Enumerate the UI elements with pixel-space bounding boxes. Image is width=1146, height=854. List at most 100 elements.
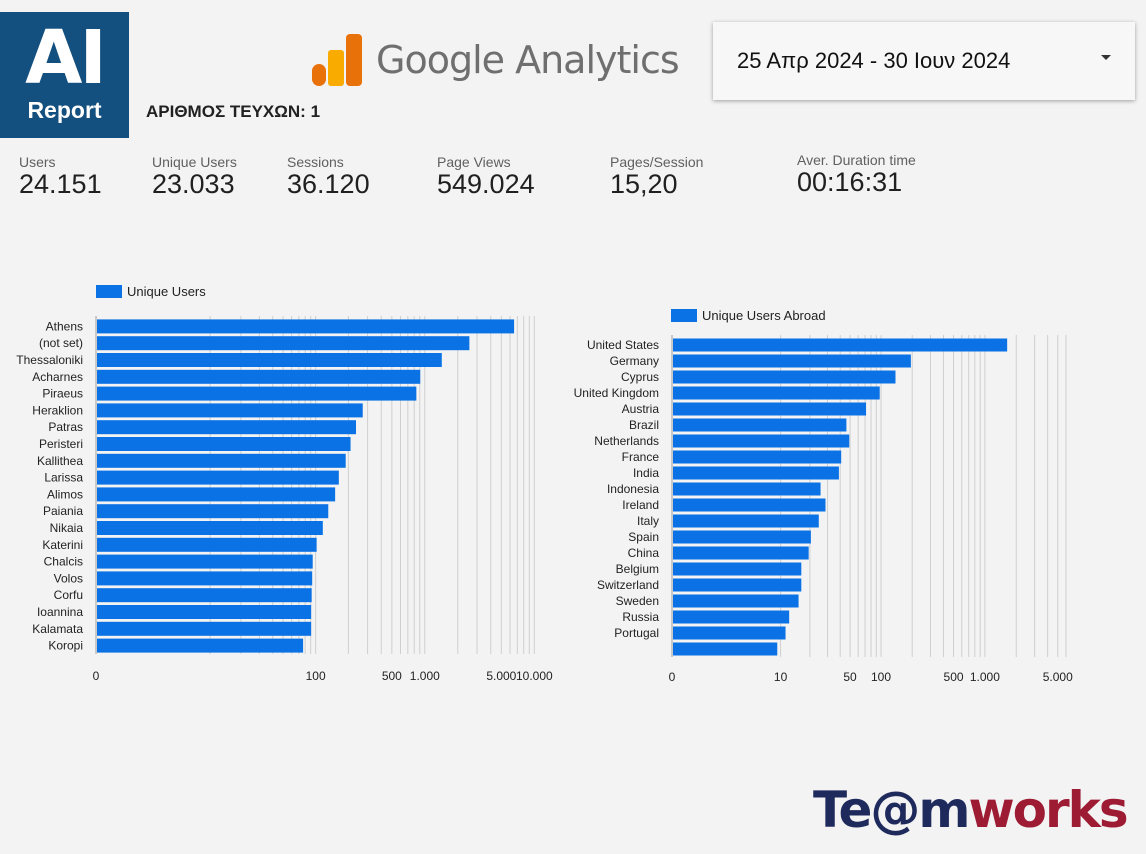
legend-label: Unique Users Abroad [702, 308, 826, 323]
category-label: Alimos [47, 487, 83, 501]
kpi-label: Sessions [287, 154, 344, 170]
category-label: Heraklion [32, 403, 83, 417]
kpi-value: 23.033 [152, 169, 235, 199]
bar [97, 554, 313, 569]
chart-unique-users-abroad: United States Germany Cyprus United Kingdom… [574, 335, 1073, 684]
category-label: Kalamata [32, 622, 83, 636]
bar [97, 403, 363, 418]
x-tick-label: 100 [306, 669, 326, 683]
kpi-label: Unique Users [152, 154, 237, 170]
x-tick-label: 50 [843, 670, 857, 684]
logo-main-text: AI [25, 15, 107, 101]
category-label: Peristeri [39, 437, 83, 451]
x-tick-label: 0 [669, 670, 676, 684]
bar [97, 319, 515, 334]
category-label: Chalcis [44, 555, 83, 569]
legend-swatch [96, 285, 122, 298]
bar [673, 482, 821, 496]
bar [673, 386, 880, 400]
bar [97, 470, 339, 485]
category-label: Piraeus [42, 387, 83, 401]
date-range-picker[interactable]: 25 Απρ 2024 - 30 Ιουν 2024 [713, 22, 1135, 100]
category-label: Volos [54, 571, 83, 585]
bar [97, 420, 357, 435]
x-tick-label: 1.000 [410, 669, 440, 683]
bar [673, 370, 896, 384]
ai-report-logo: AI Report [0, 12, 129, 138]
kpi-value: 15,20 [610, 169, 678, 199]
bar [673, 338, 1008, 352]
chart1-legend: Unique Users [96, 284, 206, 299]
category-label: Larissa [44, 471, 83, 485]
bar [97, 487, 336, 502]
category-label: France [622, 450, 660, 464]
bar [673, 434, 850, 448]
bar [673, 402, 867, 416]
date-range-text: 25 Απρ 2024 - 30 Ιουν 2024 [737, 48, 1011, 73]
google-analytics-logo: Google Analytics [312, 34, 680, 86]
category-label: Belgium [616, 562, 659, 576]
ga-bar-small [312, 64, 326, 86]
chart2-legend: Unique Users Abroad [671, 308, 826, 323]
bar [673, 450, 842, 464]
bar [673, 578, 802, 592]
teamworks-logo-part2: works [968, 781, 1128, 839]
kpi-value: 549.024 [437, 169, 535, 199]
ga-bar-mid [328, 50, 344, 86]
bar [673, 498, 826, 512]
bar [673, 610, 790, 624]
dropdown-caret-icon [1101, 55, 1111, 60]
x-tick-label: 0 [93, 669, 100, 683]
category-label: Cyprus [621, 370, 659, 384]
category-label: Thessaloniki [16, 353, 83, 367]
category-label: China [628, 546, 660, 560]
category-label: (not set) [39, 336, 83, 350]
bar [673, 466, 839, 480]
category-label: Portugal [614, 626, 659, 640]
kpi-sessions: Sessions 36.120 [287, 154, 370, 200]
bar [97, 437, 351, 451]
category-label: Acharnes [32, 370, 83, 384]
bar [97, 353, 442, 367]
category-label: Katerini [42, 538, 83, 552]
kpi-unique-users: Unique Users 23.033 [152, 154, 237, 200]
logo-sub-text: Report [27, 97, 102, 123]
x-tick-label: 5.000 [1043, 670, 1073, 684]
kpi-page-views: Page Views 549.024 [437, 154, 535, 200]
bar [97, 621, 312, 636]
bar [673, 642, 778, 656]
analytics-title: Google Analytics [376, 38, 680, 82]
ga-bar-tall [346, 34, 362, 86]
bar [673, 594, 799, 608]
x-tick-label: 5.000 [486, 669, 516, 683]
kpi-label: Users [19, 154, 56, 170]
bar [97, 504, 329, 519]
kpi-value: 24.151 [19, 169, 102, 199]
chart-unique-users: Athens (not set) Thessaloniki Acharnes Pirae… [16, 316, 553, 683]
x-tick-label: 500 [382, 669, 402, 683]
category-label: Corfu [54, 588, 83, 602]
bar [673, 626, 786, 640]
x-tick-label: 10 [774, 670, 788, 684]
bar [97, 453, 346, 468]
category-label: Netherlands [594, 434, 659, 448]
category-label: Kallithea [37, 454, 83, 468]
x-tick-label: 500 [944, 670, 964, 684]
kpi-users: Users 24.151 [19, 154, 102, 200]
category-label: Indonesia [607, 482, 659, 496]
category-label: Switzerland [597, 578, 659, 592]
category-label: Paiania [43, 504, 83, 518]
category-label: Ioannina [37, 605, 83, 619]
bar [97, 638, 304, 653]
analytics-bars-icon [312, 34, 362, 86]
kpi-label: Page Views [437, 154, 511, 170]
bar [97, 605, 312, 619]
category-label: Spain [628, 530, 659, 544]
category-label: Russia [622, 610, 659, 624]
category-label: Patras [48, 420, 83, 434]
bar [673, 354, 911, 368]
kpi-avg-duration: Aver. Duration time 00:16:31 [797, 152, 916, 198]
category-label: Athens [46, 319, 83, 333]
category-label: Nikaia [50, 521, 84, 535]
x-tick-label: 10.000 [516, 669, 553, 683]
